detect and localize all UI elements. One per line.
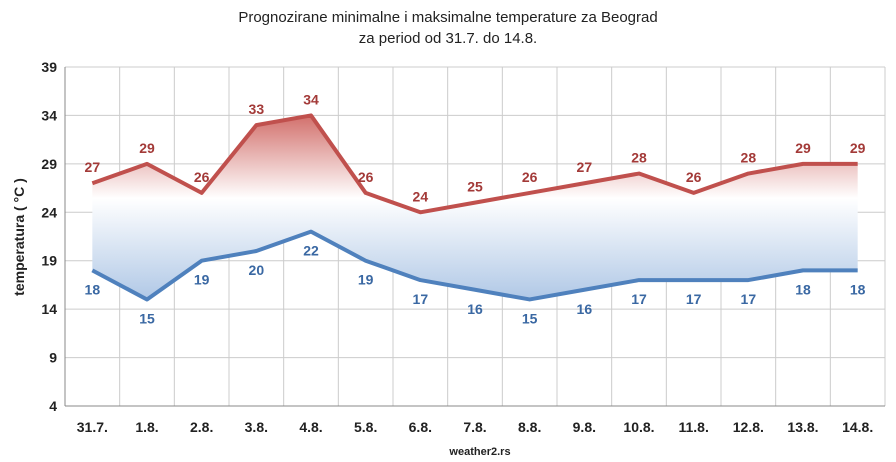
data-label-max: 29 [795,140,811,156]
x-tick-9.8.: 9.8. [573,419,596,435]
y-tick-39: 39 [41,59,57,75]
data-label-min: 19 [194,272,210,288]
data-label-max: 26 [194,169,210,185]
x-tick-10.8.: 10.8. [623,419,654,435]
series-line-min [91,229,858,302]
data-label-min: 17 [741,291,757,307]
data-label-min: 16 [577,301,593,317]
y-tick-24: 24 [41,204,57,220]
series-lines [91,113,858,302]
data-label-max: 29 [850,140,866,156]
axes [64,67,885,407]
x-tick-12.8.: 12.8. [733,419,764,435]
y-tick-34: 34 [41,107,57,123]
y-tick-29: 29 [41,156,57,172]
series-line-max [91,113,858,215]
y-tick-19: 19 [41,253,57,269]
x-tick-13.8.: 13.8. [787,419,818,435]
data-label-min: 18 [795,281,811,297]
data-label-max: 24 [413,188,429,204]
x-tick-11.8.: 11.8. [678,419,708,435]
x-tick-2.8.: 2.8. [190,419,213,435]
y-tick-14: 14 [41,301,57,317]
x-tick-1.8.: 1.8. [135,419,158,435]
data-label-max: 28 [741,150,757,166]
data-label-min: 19 [358,272,374,288]
data-label-max: 28 [631,150,647,166]
data-label-max: 25 [467,179,483,195]
x-tick-31.7.: 31.7. [77,419,108,435]
data-label-min: 15 [522,310,538,326]
data-label-max: 27 [577,159,593,175]
data-label-max: 27 [85,159,101,175]
x-tick-3.8.: 3.8. [245,419,268,435]
x-tick-14.8.: 14.8. [842,419,873,435]
data-label-min: 18 [85,281,101,297]
data-label-min: 17 [631,291,647,307]
x-tick-6.8.: 6.8. [409,419,432,435]
data-label-min: 16 [467,301,483,317]
chart-title-line2: za period od 31.7. do 14.8. [359,30,537,47]
x-tick-5.8.: 5.8. [354,419,377,435]
chart-title-line1: Prognozirane minimalne i maksimalne temp… [238,9,657,26]
y-tick-labels: 4 9 14 19 24 29 34 39 [41,59,57,414]
data-label-max: 34 [303,91,319,107]
temperature-band [92,115,858,300]
x-tick-labels: 31.7. 1.8. 2.8. 3.8. 4.8. 5.8. 6.8. 7.8. 8.8. 9.8… [77,419,873,435]
data-label-min: 17 [413,291,429,307]
data-label-max: 26 [522,169,538,185]
data-label-max: 29 [139,140,155,156]
y-axis-label: temperatura ( °C ) [11,178,27,296]
data-label-max: 26 [686,169,702,185]
data-label-min: 20 [249,262,265,278]
data-labels: 27 29 26 33 34 26 24 25 26 27 28 26 28 29 29 18 15 19 20 22… [85,91,866,326]
y-tick-9: 9 [49,350,57,366]
y-tick-4: 4 [49,398,57,414]
x-tick-7.8.: 7.8. [463,419,486,435]
band-fill [92,115,858,300]
data-label-min: 18 [850,281,866,297]
x-tick-8.8.: 8.8. [518,419,541,435]
data-label-max: 26 [358,169,374,185]
data-label-min: 17 [686,291,702,307]
x-tick-4.8.: 4.8. [299,419,322,435]
source-label: weather2.rs [448,446,510,458]
data-label-min: 22 [303,243,319,259]
data-label-max: 33 [249,101,265,117]
data-label-min: 15 [139,310,155,326]
